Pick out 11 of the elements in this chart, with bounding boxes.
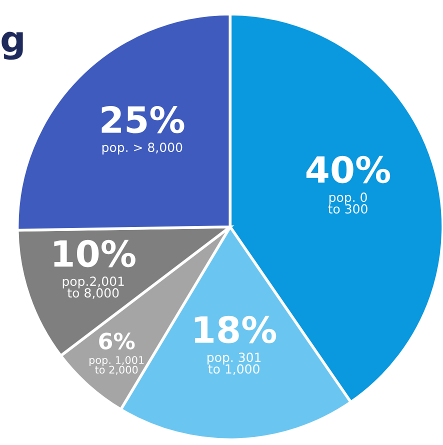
- data-label: 18%: [194, 316, 276, 344]
- data-label: 6%: [99, 332, 135, 350]
- slice-label: pop. 0 to 300: [328, 192, 368, 214]
- slice-label: pop.2,001 to 8,000: [62, 276, 124, 299]
- data-label: 40%: [306, 156, 390, 184]
- data-label: 10%: [54, 240, 136, 268]
- slice-label: pop. > 8,000: [102, 142, 182, 154]
- text: g: [2, 32, 23, 60]
- slice-label: pop. 1,001 to 2,000: [90, 356, 144, 375]
- data-label: 25%: [102, 106, 184, 134]
- slice-label: pop. 301 to 1,000: [208, 352, 261, 375]
